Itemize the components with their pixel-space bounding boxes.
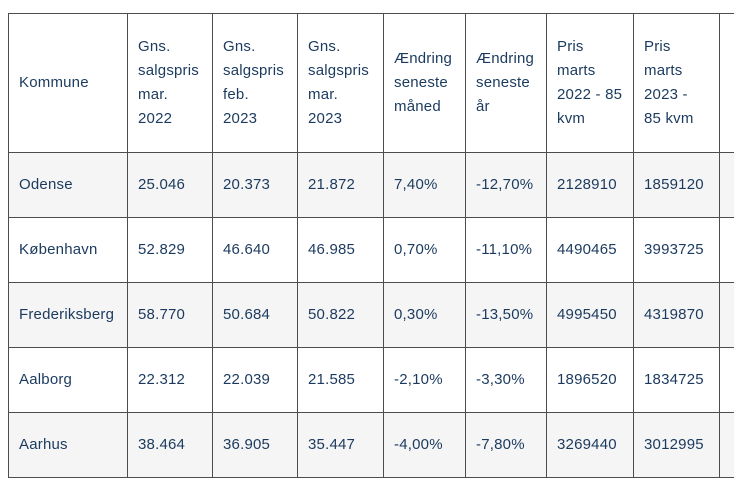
table-header: Kommune Gns. salgspris mar. 2022 Gns. sa… — [8, 13, 734, 153]
cell-value: 22.039 — [212, 347, 298, 413]
cell-value: 3993725 — [633, 217, 720, 283]
cell-kommune: Aalborg — [8, 347, 128, 413]
header-avg-price-mar-2022: Gns. salgspris mar. 2022 — [127, 13, 213, 153]
cell-value: 7,40% — [383, 152, 466, 218]
cell-value: 36.905 — [212, 412, 298, 478]
cell-value: 1859120 — [633, 152, 720, 218]
cell-value: 38.464 — [127, 412, 213, 478]
cell-value: 3269440 — [546, 412, 634, 478]
cell-value: -3,30% — [465, 347, 547, 413]
cell-clipped — [719, 282, 734, 348]
cell-value: -12,70% — [465, 152, 547, 218]
cell-clipped — [719, 217, 734, 283]
cell-kommune: Odense — [8, 152, 128, 218]
cell-value: 4319870 — [633, 282, 720, 348]
cell-value: 52.829 — [127, 217, 213, 283]
cell-clipped — [719, 152, 734, 218]
table-row-aalborg: Aalborg 22.312 22.039 21.585 -2,10% -3,3… — [8, 347, 734, 413]
cell-value: 46.640 — [212, 217, 298, 283]
header-avg-price-feb-2023: Gns. salgspris feb. 2023 — [212, 13, 298, 153]
cell-value: 1896520 — [546, 347, 634, 413]
cell-value: 4995450 — [546, 282, 634, 348]
cell-value: 25.046 — [127, 152, 213, 218]
cell-value: -2,10% — [383, 347, 466, 413]
cell-value: 0,70% — [383, 217, 466, 283]
cell-value: 3012995 — [633, 412, 720, 478]
cell-value: -13,50% — [465, 282, 547, 348]
cell-value: 58.770 — [127, 282, 213, 348]
cell-value: -11,10% — [465, 217, 547, 283]
table-row-odense: Odense 25.046 20.373 21.872 7,40% -12,70… — [8, 152, 734, 218]
cell-kommune: Frederiksberg — [8, 282, 128, 348]
table-body: Odense 25.046 20.373 21.872 7,40% -12,70… — [8, 152, 734, 478]
cell-value: 1834725 — [633, 347, 720, 413]
cell-value: -7,80% — [465, 412, 547, 478]
header-clipped-column — [719, 13, 734, 153]
cell-value: 21.585 — [297, 347, 384, 413]
cell-value: 35.447 — [297, 412, 384, 478]
header-avg-price-mar-2023: Gns. salgspris mar. 2023 — [297, 13, 384, 153]
cell-clipped — [719, 412, 734, 478]
table-row-aarhus: Aarhus 38.464 36.905 35.447 -4,00% -7,80… — [8, 412, 734, 478]
cell-value: 20.373 — [212, 152, 298, 218]
header-price-2023-85kvm: Pris marts 2023 - 85 kvm — [633, 13, 720, 153]
header-change-month: Ændring seneste måned — [383, 13, 466, 153]
cell-value: 0,30% — [383, 282, 466, 348]
table-row-kobenhavn: København 52.829 46.640 46.985 0,70% -11… — [8, 217, 734, 283]
cell-value: -4,00% — [383, 412, 466, 478]
cell-value: 50.822 — [297, 282, 384, 348]
cell-value: 21.872 — [297, 152, 384, 218]
header-kommune: Kommune — [8, 13, 128, 153]
cell-value: 46.985 — [297, 217, 384, 283]
cell-value: 50.684 — [212, 282, 298, 348]
cell-value: 2128910 — [546, 152, 634, 218]
cell-kommune: København — [8, 217, 128, 283]
cell-clipped — [719, 347, 734, 413]
table-viewport: Kommune Gns. salgspris mar. 2022 Gns. sa… — [8, 13, 734, 479]
header-price-2022-85kvm: Pris marts 2022 - 85 kvm — [546, 13, 634, 153]
kommune-price-table: Kommune Gns. salgspris mar. 2022 Gns. sa… — [8, 13, 734, 478]
header-change-year: Ændring seneste år — [465, 13, 547, 153]
cell-value: 22.312 — [127, 347, 213, 413]
header-row: Kommune Gns. salgspris mar. 2022 Gns. sa… — [8, 13, 734, 153]
cell-value: 4490465 — [546, 217, 634, 283]
table-row-frederiksberg: Frederiksberg 58.770 50.684 50.822 0,30%… — [8, 282, 734, 348]
cell-kommune: Aarhus — [8, 412, 128, 478]
